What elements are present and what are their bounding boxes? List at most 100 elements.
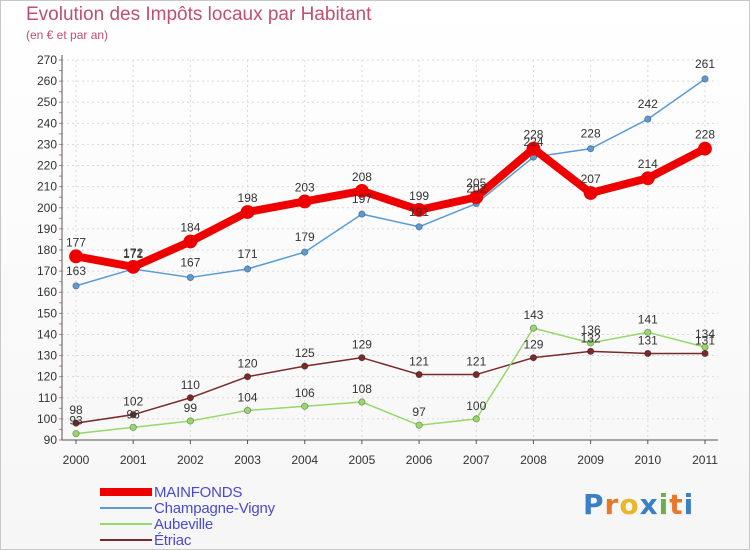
data-point-mainfonds: [355, 183, 369, 198]
legend-swatch-champagne-vigny: [100, 507, 152, 509]
y-tick-label: 160: [37, 285, 57, 299]
data-label-aubeville: 134: [695, 327, 715, 341]
data-label-mainfonds: 214: [638, 157, 658, 171]
data-label-aubeville: 93: [69, 414, 83, 428]
data-label-aubeville: 96: [127, 407, 141, 421]
y-tick-label: 180: [37, 243, 57, 257]
data-label-etriac: 110: [181, 378, 200, 392]
data-label-etriac: 129: [352, 338, 372, 352]
data-label-mainfonds: 203: [295, 180, 315, 194]
data-point-etriac: [472, 370, 480, 379]
data-point-etriac: [358, 354, 366, 362]
y-tick-label: 130: [37, 349, 57, 363]
series-line-champagne-vigny: [75, 78, 706, 287]
logo-letter: P: [583, 488, 605, 521]
data-point-champagne-vigny: [186, 273, 194, 282]
series-line-aubeville: [75, 327, 706, 435]
legend-item-mainfonds: MAINFONDS: [100, 483, 275, 501]
data-point-mainfonds: [240, 205, 255, 219]
data-label-etriac: 131: [638, 333, 658, 347]
data-label-mainfonds: 172: [123, 246, 143, 260]
data-point-aubeville: [587, 339, 595, 347]
logo-letter: o: [619, 488, 640, 521]
data-label-champagne-vigny: 171: [238, 247, 258, 261]
y-tick-label: 190: [37, 222, 57, 236]
data-point-champagne-vigny: [301, 248, 309, 256]
legend-swatch-aubeville: [100, 523, 152, 525]
data-point-mainfonds: [526, 141, 541, 156]
data-label-mainfonds: 228: [523, 128, 543, 142]
data-point-champagne-vigny: [587, 145, 595, 153]
y-tick-label: 240: [37, 116, 57, 130]
chart-subtitle: (en € et par an): [26, 28, 109, 42]
data-point-aubeville: [644, 328, 652, 336]
data-point-aubeville: [243, 406, 252, 415]
data-label-aubeville: 141: [638, 312, 658, 326]
data-label-champagne-vigny: 197: [352, 192, 372, 206]
data-point-mainfonds: [297, 194, 312, 209]
y-tick-label: 150: [37, 306, 57, 320]
data-point-mainfonds: [412, 202, 426, 217]
data-label-aubeville: 100: [466, 399, 486, 413]
logo-letter: i: [658, 488, 670, 521]
data-label-champagne-vigny: 228: [581, 127, 601, 141]
data-point-champagne-vigny: [72, 282, 80, 290]
series-line-etriac: [75, 350, 705, 424]
series-line-mainfonds: [75, 144, 707, 271]
x-tick-label: 2007: [463, 453, 490, 467]
y-tick-label: 200: [37, 201, 57, 215]
y-tick-label: 270: [37, 53, 57, 67]
series-layer: [69, 75, 712, 438]
data-point-etriac: [301, 362, 309, 370]
data-label-champagne-vigny: 261: [695, 57, 715, 71]
grid-lines: [62, 59, 718, 441]
legend-label-etriac: Étriac: [154, 531, 192, 549]
data-label-etriac: 98: [69, 403, 83, 417]
data-label-mainfonds: 184: [180, 221, 200, 235]
y-tick-label: 210: [37, 180, 57, 194]
y-tick-label: 110: [38, 391, 57, 405]
x-tick-label: 2005: [349, 453, 376, 467]
x-tick-label: 2009: [577, 453, 604, 467]
data-label-mainfonds: 198: [238, 191, 258, 205]
legend-label-mainfonds: MAINFONDS: [154, 483, 243, 501]
x-tick-label: 2000: [63, 453, 90, 467]
legend-item-aubeville: Aubeville: [100, 516, 275, 533]
chart-title: Evolution des Impôts locaux par Habitant: [26, 4, 372, 25]
data-point-aubeville: [415, 421, 423, 429]
data-point-mainfonds: [698, 141, 712, 156]
data-label-mainfonds: 208: [352, 170, 372, 184]
data-point-aubeville: [701, 343, 709, 351]
data-point-aubeville: [129, 423, 137, 431]
data-label-etriac: 125: [295, 346, 315, 360]
data-point-mainfonds: [69, 249, 83, 264]
data-label-champagne-vigny: 171: [123, 247, 143, 261]
axes: 9010011012013014015016017018019020021022…: [37, 53, 718, 467]
data-label-aubeville: 97: [412, 405, 426, 419]
data-label-etriac: 121: [466, 355, 486, 369]
data-point-mainfonds: [469, 190, 484, 205]
data-label-champagne-vigny: 167: [180, 255, 200, 269]
data-label-mainfonds: 205: [466, 176, 486, 190]
data-point-champagne-vigny: [415, 223, 423, 231]
data-label-mainfonds: 199: [409, 189, 429, 203]
logo-letter: x: [639, 488, 659, 521]
data-label-champagne-vigny: 224: [523, 135, 543, 149]
data-label-etriac: 132: [581, 331, 601, 345]
x-tick-label: 2010: [634, 453, 661, 467]
x-tick-label: 2008: [520, 453, 547, 467]
data-point-etriac: [243, 373, 252, 381]
data-label-mainfonds: 207: [581, 172, 601, 186]
y-tick-label: 230: [37, 137, 57, 151]
data-point-aubeville: [186, 417, 194, 425]
data-label-mainfonds: 177: [66, 235, 86, 249]
data-point-aubeville: [529, 324, 538, 332]
data-point-etriac: [701, 349, 709, 358]
data-label-aubeville: 108: [352, 382, 372, 396]
x-tick-label: 2003: [234, 453, 261, 467]
y-tick-label: 220: [37, 159, 57, 173]
x-tick-label: 2004: [291, 453, 318, 467]
data-point-mainfonds: [640, 171, 655, 186]
